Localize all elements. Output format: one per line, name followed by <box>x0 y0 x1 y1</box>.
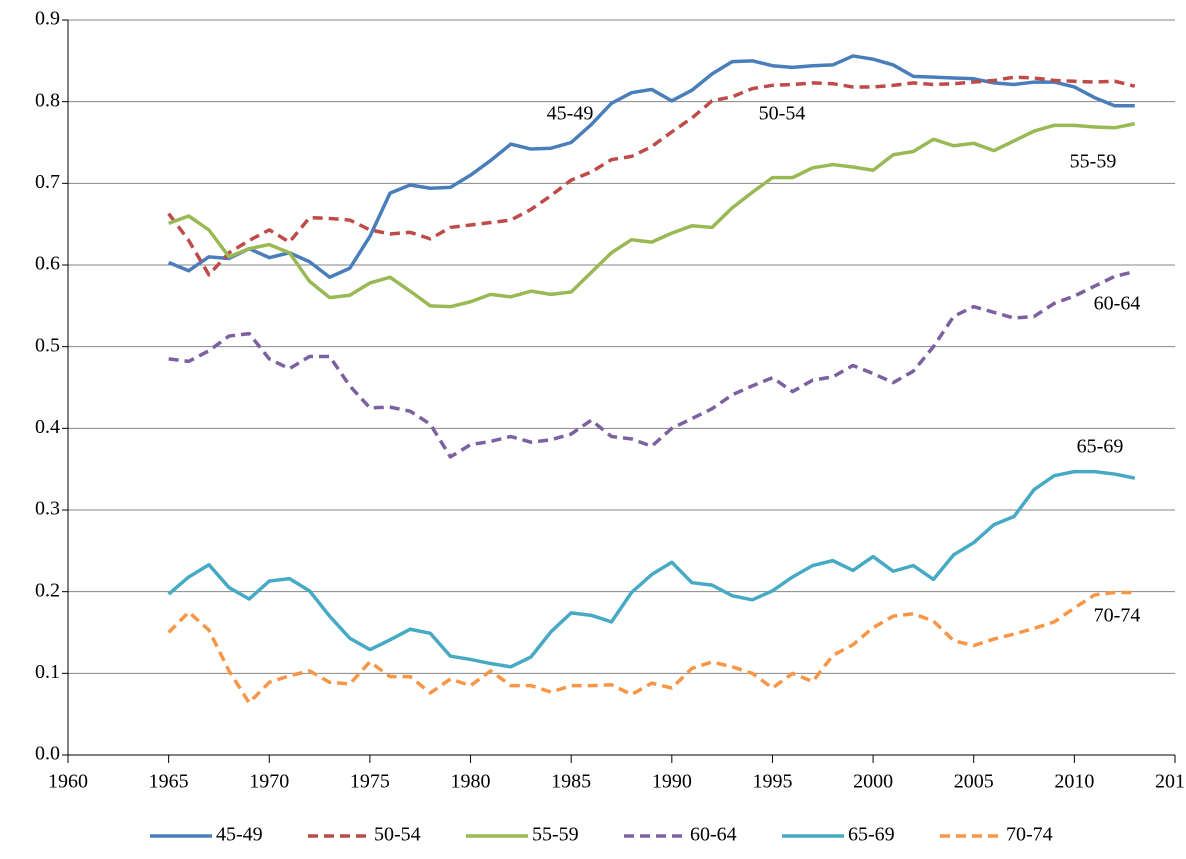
series-line <box>167 75 1136 277</box>
series-line <box>167 590 1135 705</box>
y-tick-label: 0.1 <box>35 661 60 683</box>
y-tick-label: 0.0 <box>35 743 60 765</box>
y-tick-label: 0.4 <box>35 416 60 438</box>
series-line <box>167 54 1135 279</box>
series-annotation: 45-49 <box>547 103 594 125</box>
y-tick-label: 0.7 <box>35 171 60 193</box>
x-tick-label: 1975 <box>350 771 390 793</box>
series-line <box>168 269 1136 459</box>
series-annotation: 70-74 <box>1094 605 1141 627</box>
y-tick-label: 0.8 <box>35 89 60 111</box>
legend-label: 55-59 <box>532 824 579 846</box>
x-tick-label: 1980 <box>451 771 491 793</box>
y-tick-label: 0.6 <box>35 253 60 275</box>
x-tick-label: 1960 <box>48 771 88 793</box>
legend-label: 45-49 <box>216 824 263 846</box>
y-tick-label: 0.3 <box>35 498 60 520</box>
series-annotation: 50-54 <box>759 103 806 125</box>
x-tick-label: 1995 <box>752 771 792 793</box>
x-tick-label: 2005 <box>954 771 994 793</box>
legend-label: 65-69 <box>848 824 895 846</box>
x-tick-label: 2000 <box>853 771 893 793</box>
x-tick-label: 1970 <box>249 771 289 793</box>
series-annotation: 65-69 <box>1077 436 1124 458</box>
y-tick-label: 0.5 <box>35 334 60 356</box>
series-line <box>168 122 1136 309</box>
legend-label: 50-54 <box>374 824 421 846</box>
y-tick-label: 0.2 <box>35 579 60 601</box>
x-tick-label: 1965 <box>149 771 189 793</box>
y-tick-label: 0.9 <box>35 8 60 30</box>
x-tick-label: 1985 <box>551 771 591 793</box>
series-annotation: 60-64 <box>1094 293 1141 315</box>
x-tick-label: 2015 <box>1155 771 1186 793</box>
series-line <box>167 469 1136 669</box>
x-tick-label: 2010 <box>1054 771 1094 793</box>
legend-label: 60-64 <box>690 824 737 846</box>
x-tick-label: 1990 <box>652 771 692 793</box>
legend-label: 70-74 <box>1006 824 1053 846</box>
series-annotation: 55-59 <box>1070 151 1117 173</box>
